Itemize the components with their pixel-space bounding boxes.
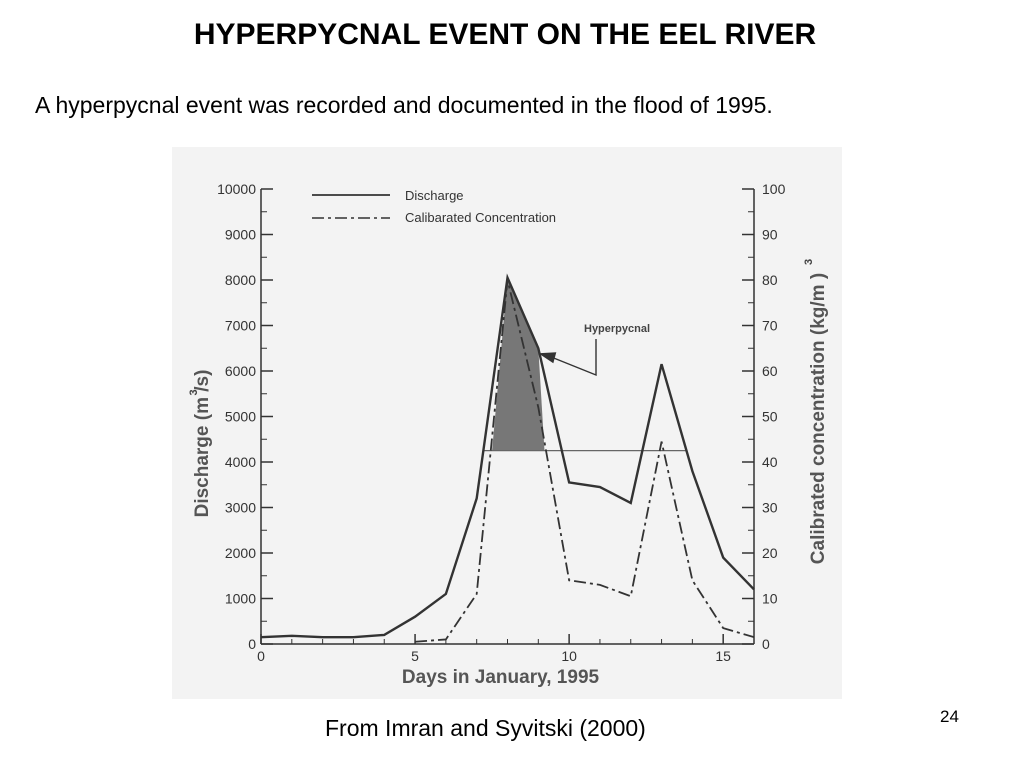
right-y-tick-label: 0: [762, 636, 770, 652]
right-y-axis-title-superscript: 3: [803, 259, 815, 265]
left-y-tick-label: 0: [248, 636, 256, 652]
right-y-tick-label: 40: [762, 454, 778, 470]
left-y-tick-label: 8000: [225, 272, 256, 288]
legend-concentration-label: Calibarated Concentration: [405, 210, 556, 225]
slide-title: HYPERPYCNAL EVENT ON THE EEL RIVER: [193, 18, 817, 51]
right-y-tick-label: 80: [762, 272, 778, 288]
left-y-tick-label: 6000: [225, 363, 256, 379]
left-y-axis-title: Discharge (m /s): [192, 370, 213, 518]
left-y-tick-label: 5000: [225, 409, 256, 425]
x-axis-title: Days in January, 1995: [402, 667, 600, 688]
slide-subtitle: A hyperpycnal event was recorded and doc…: [35, 92, 773, 118]
right-y-axis-title: Calibrated concentration (kg/m ): [808, 273, 829, 564]
concentration-series-line: [414, 279, 755, 643]
left-y-tick-label: 10000: [217, 181, 256, 197]
left-y-tick-label: 1000: [225, 591, 256, 607]
left-y-tick-label: 7000: [225, 318, 256, 334]
x-tick-label: 15: [715, 648, 731, 664]
left-y-tick-label: 9000: [225, 227, 256, 243]
left-y-tick-label: 4000: [225, 454, 256, 470]
legend-discharge-label: Discharge: [405, 188, 464, 203]
page-number: 24: [940, 707, 959, 726]
hyperpycnal-annotation-leader: [554, 339, 597, 377]
left-y-tick-label: 2000: [225, 545, 256, 561]
right-y-tick-label: 10: [762, 591, 778, 607]
right-y-tick-label: 90: [762, 227, 778, 243]
hyperpycnal-chart: 0100020003000400050006000700080009000100…: [188, 181, 829, 688]
right-y-tick-label: 30: [762, 500, 778, 516]
left-y-axis-title-superscript: 3: [188, 389, 200, 395]
x-tick-label: 0: [257, 648, 265, 664]
discharge-series-line: [260, 273, 755, 639]
hyperpycnal-annotation-arrowhead: [538, 352, 557, 364]
right-y-tick-label: 70: [762, 318, 778, 334]
x-tick-label: 5: [411, 648, 419, 664]
right-y-tick-label: 20: [762, 545, 778, 561]
chart-panel: 0 1000 2000 3000 4000 5000 6000 7000 8000 9000 100…: [172, 147, 842, 699]
left-y-tick-label: 3000: [225, 500, 256, 516]
hyperpycnal-annotation-label: Hyperpycnal: [584, 323, 650, 335]
right-y-tick-label: 60: [762, 363, 778, 379]
hyperpycnal-shaded-area: [492, 277, 545, 451]
x-tick-label: 10: [561, 648, 577, 664]
figure-caption: From Imran and Syvitski (2000): [325, 715, 646, 741]
right-y-tick-label: 100: [762, 181, 786, 197]
right-y-tick-label: 50: [762, 409, 778, 425]
